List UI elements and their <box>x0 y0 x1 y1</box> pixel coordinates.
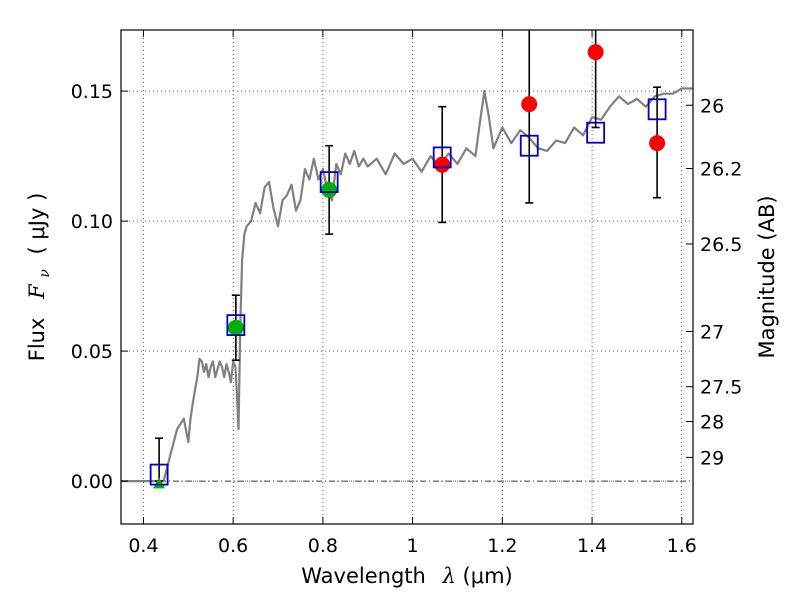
grid <box>121 30 693 524</box>
x-tick-label: 0.4 <box>128 535 158 557</box>
plot-frame <box>120 29 694 525</box>
y-tick-label: 0.05 <box>71 341 113 363</box>
x-tick-label: 1.4 <box>577 535 607 557</box>
y2-tick-label: 26.2 <box>700 158 742 180</box>
y-axis-title-unit: ( μJy ) <box>25 193 49 255</box>
y2-tick-label: 28 <box>700 412 724 434</box>
model-photometry-square <box>226 314 246 337</box>
y2-tick-label: 26 <box>700 95 724 117</box>
y-axis-title-prefix: Flux <box>25 318 49 362</box>
data-point-circle <box>521 96 538 113</box>
y-tick-label: 0.00 <box>71 471 113 493</box>
model-photometry-square <box>519 134 539 157</box>
x-tick-label: 0.8 <box>308 535 338 557</box>
x-axis-title-prefix: Wavelength <box>301 564 426 588</box>
x-axis-title-unit: (μm) <box>463 564 513 588</box>
y-axis-title: Flux F ν ( μJy ) <box>25 193 54 362</box>
data-point-circle <box>587 44 604 61</box>
y-tick-label: 0.15 <box>71 81 113 103</box>
data-point-triangle <box>153 477 166 489</box>
model-photometry-square <box>149 463 169 486</box>
x-tick-label: 0.6 <box>218 535 248 557</box>
model-photometry-square <box>586 121 606 144</box>
y2-axis-title: Magnitude (AB) <box>755 195 779 358</box>
data-point-circle <box>321 181 338 198</box>
axis-ticks: 0.4 0.6 0.8 1 1.2 1.4 1.6 0.00 0.05 0.10 0.15 26 26.… <box>71 30 742 557</box>
x-axis-title: Wavelength λ (μm) <box>301 564 512 588</box>
plot-area <box>121 30 693 489</box>
y-axis-title-symbol: F <box>25 283 49 300</box>
x-axis-title-symbol: λ <box>442 564 456 588</box>
x-tick-label: 1 <box>407 535 419 557</box>
model-photometry-square <box>319 171 339 194</box>
data-point-circle <box>434 156 451 173</box>
model-sed-line <box>121 87 693 483</box>
x-tick-label: 1.2 <box>487 535 517 557</box>
y-axis-title-subscript: ν <box>37 269 53 278</box>
model-photometry-square <box>647 98 667 121</box>
model-photometry-square <box>432 146 452 169</box>
y2-tick-label: 27.5 <box>700 377 742 399</box>
x-tick-label: 1.6 <box>667 535 697 557</box>
y2-tick-label: 26.5 <box>700 234 742 256</box>
data-point-circle <box>649 135 666 152</box>
y2-tick-label: 27 <box>700 321 724 343</box>
data-point-circle <box>227 319 244 336</box>
y2-tick-label: 29 <box>700 447 724 469</box>
y-tick-label: 0.10 <box>71 211 113 233</box>
